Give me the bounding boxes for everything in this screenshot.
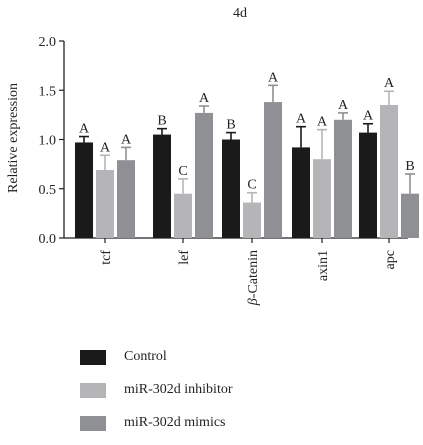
- y-tick-label: 1.0: [39, 134, 57, 149]
- bar: [174, 193, 192, 238]
- legend-swatch-control: [80, 349, 106, 365]
- bar: [153, 134, 171, 238]
- chart-title: 4d: [233, 6, 247, 21]
- x-tick-label: apc: [383, 250, 398, 269]
- x-tick-label: β-Catenin: [246, 250, 261, 306]
- significance-letter: A: [199, 91, 210, 106]
- significance-letter: A: [296, 112, 307, 127]
- bar: [401, 193, 419, 238]
- legend-label-mimics: miR-302d mimics: [124, 415, 226, 430]
- significance-letter: B: [157, 114, 166, 129]
- significance-letter: C: [247, 178, 256, 193]
- legend-item-inhibitor: miR-302d inhibitor: [80, 379, 233, 401]
- significance-letter: B: [226, 118, 235, 133]
- bar: [380, 105, 398, 239]
- significance-letter: A: [100, 140, 111, 155]
- legend-item-mimics: miR-302d mimics: [80, 412, 233, 434]
- bar: [264, 102, 282, 238]
- bar: [243, 202, 261, 238]
- x-tick-label: axin1: [316, 250, 331, 281]
- legend-item-control: Control: [80, 346, 233, 368]
- y-tick-label: 1.5: [39, 84, 57, 99]
- bar: [96, 170, 114, 238]
- bar-chart: 4d Relative expression 0.00.51.01.52.0AA…: [6, 6, 419, 306]
- plot-area: 0.00.51.01.52.0AAAtcfBCAlefBCAβ-CateninA…: [39, 35, 419, 306]
- significance-letter: A: [317, 115, 328, 130]
- legend-swatch-inhibitor: [80, 382, 106, 398]
- legend-label-control: Control: [124, 349, 167, 364]
- y-axis-label: Relative expression: [6, 83, 21, 193]
- bar: [292, 147, 310, 238]
- significance-letter: A: [121, 132, 132, 147]
- significance-letter: A: [268, 70, 279, 85]
- bar: [222, 139, 240, 238]
- significance-letter: A: [363, 109, 374, 124]
- bar: [195, 112, 213, 238]
- bar: [359, 132, 377, 238]
- x-tick-label: tcf: [99, 250, 114, 265]
- bar: [313, 159, 331, 238]
- x-tick-label: lef: [177, 250, 192, 265]
- legend-swatch-mimics: [80, 415, 106, 431]
- significance-letter: A: [338, 98, 349, 113]
- bar: [334, 119, 352, 238]
- y-tick-label: 0.5: [39, 183, 57, 198]
- significance-letter: B: [405, 159, 414, 174]
- bar: [75, 142, 93, 238]
- significance-letter: C: [178, 164, 187, 179]
- significance-letter: A: [384, 76, 395, 91]
- significance-letter: A: [79, 122, 90, 137]
- legend: Control miR-302d inhibitor miR-302d mimi…: [80, 346, 233, 445]
- bar: [117, 160, 135, 238]
- y-tick-label: 2.0: [39, 35, 57, 50]
- y-tick-label: 0.0: [39, 232, 57, 247]
- legend-label-inhibitor: miR-302d inhibitor: [124, 382, 233, 397]
